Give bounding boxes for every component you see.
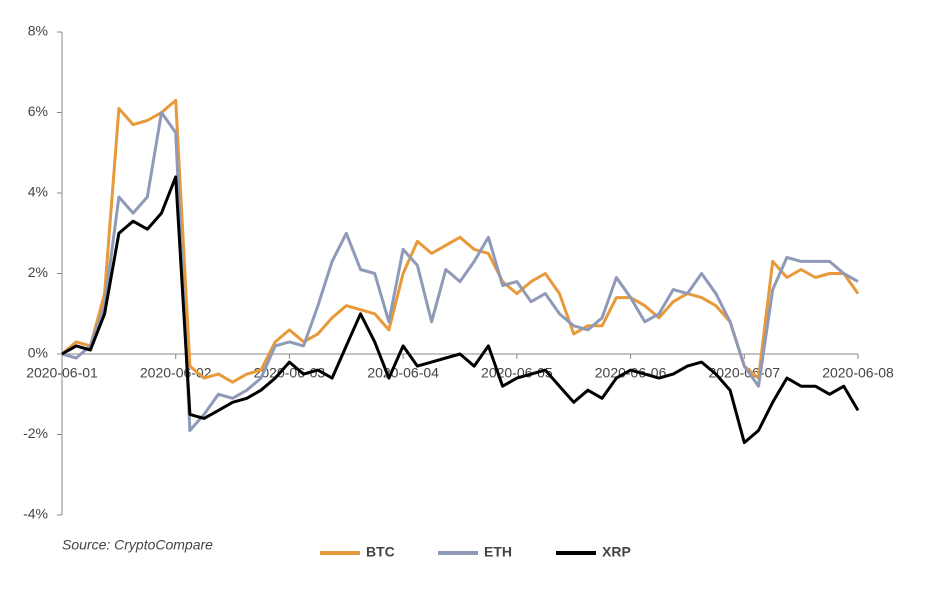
y-tick-label: 6%	[28, 103, 48, 119]
y-tick-label: -2%	[23, 425, 48, 441]
y-tick-label: -4%	[23, 506, 48, 522]
x-tick-label: 2020-06-04	[367, 365, 439, 381]
x-tick-label: 2020-06-01	[26, 365, 98, 381]
x-tick-label: 2020-06-03	[254, 365, 326, 381]
series-line	[61, 98, 860, 384]
y-tick-label: 4%	[28, 184, 48, 200]
source-note: Source: CryptoCompare	[62, 537, 213, 553]
y-tick-label: 0%	[28, 345, 48, 361]
series-line	[61, 111, 859, 432]
y-tick-label: 2%	[28, 264, 48, 280]
legend-label: ETH	[484, 544, 512, 560]
legend-label: BTC	[366, 544, 395, 560]
series-line	[61, 175, 860, 445]
x-tick-label: 2020-06-08	[822, 365, 894, 381]
y-tick-label: 8%	[28, 23, 48, 39]
x-tick-label: 2020-06-02	[140, 365, 212, 381]
legend-label: XRP	[602, 544, 631, 560]
